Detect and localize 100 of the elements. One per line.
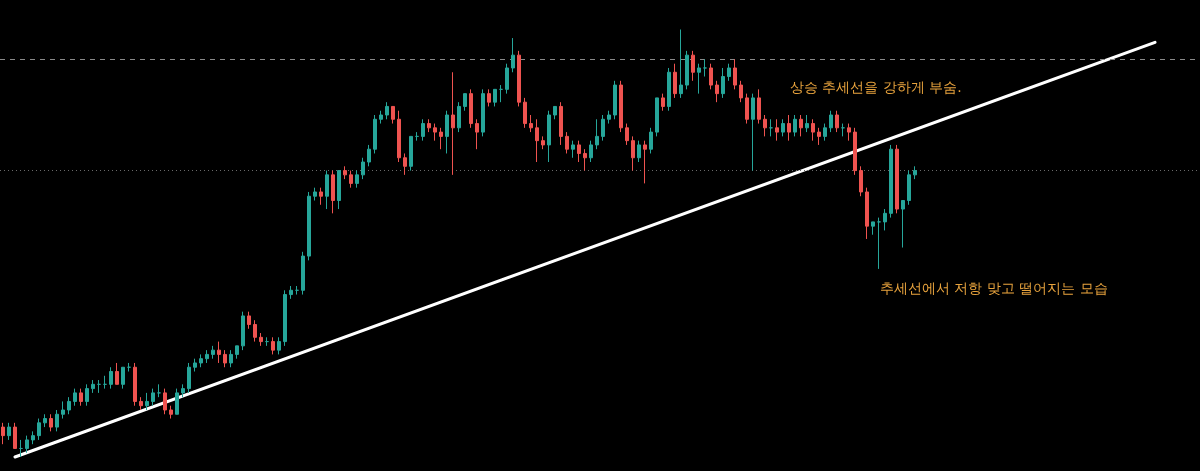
candlestick (439, 127, 443, 150)
candlestick (679, 29, 683, 99)
candlestick (553, 105, 557, 120)
candlestick (547, 110, 551, 163)
candlestick (583, 148, 587, 172)
candlestick (721, 67, 725, 99)
candlestick (847, 123, 851, 142)
candlestick (517, 50, 521, 107)
candlestick (7, 422, 11, 441)
candlestick (625, 123, 629, 146)
candlestick (751, 93, 755, 172)
candlestick (631, 135, 635, 172)
candlestick (49, 413, 53, 432)
candlestick (73, 388, 77, 407)
candlestick (607, 110, 611, 125)
candlestick (913, 165, 917, 180)
candlestick (451, 71, 455, 176)
candlestick (811, 118, 815, 142)
candlestick (223, 349, 227, 368)
candlestick (829, 110, 833, 133)
candlestick (313, 187, 317, 202)
candlestick (889, 144, 893, 219)
candlestick (91, 379, 95, 394)
candlestick (691, 50, 695, 82)
candlestick (31, 430, 35, 445)
candlestick (895, 144, 899, 214)
candlestick (139, 396, 143, 411)
candlestick (229, 349, 233, 368)
candlestick (715, 80, 719, 103)
candlestick (475, 118, 479, 150)
candlestick (181, 383, 185, 398)
candlestick (613, 80, 617, 120)
candlestick (307, 191, 311, 261)
candlestick (817, 127, 821, 146)
candlestick (733, 58, 737, 90)
candlestick (253, 319, 257, 343)
candlestick (577, 140, 581, 163)
candlestick (421, 118, 425, 142)
candlestick (883, 208, 887, 231)
candlestick (901, 200, 905, 249)
candlestick (55, 409, 59, 432)
candlestick (217, 341, 221, 364)
candlestick (907, 170, 911, 206)
candlestick (745, 93, 749, 125)
candlestick (793, 114, 797, 137)
candlestick (97, 379, 101, 394)
candlestick (163, 388, 167, 415)
candlestick (289, 285, 293, 300)
candlestick (241, 311, 245, 351)
candlestick (499, 84, 503, 103)
candlestick (511, 37, 515, 73)
candlestick (805, 114, 809, 133)
candlestick (769, 118, 773, 137)
candlestick (529, 114, 533, 133)
candlestick (757, 88, 761, 125)
candlestick (271, 336, 275, 355)
candlestick (367, 144, 371, 167)
candlestick (193, 358, 197, 373)
annotation: 상승 추세선을 강하게 부숨. (790, 79, 962, 95)
candlestick (301, 251, 305, 296)
candlestick (709, 63, 713, 90)
candlestick (403, 152, 407, 176)
candlestick (643, 140, 647, 184)
candlestick (655, 97, 659, 137)
candlestick (523, 97, 527, 129)
candlestick (853, 127, 857, 176)
candlestick (13, 422, 17, 449)
candlestick (739, 80, 743, 103)
candlestick (697, 63, 701, 95)
candlestick (343, 165, 347, 180)
candlestick (331, 170, 335, 214)
candlestick (85, 383, 89, 407)
annotation: 추세선에서 저항 맞고 떨어지는 모습 (880, 280, 1108, 296)
candlestick (637, 140, 641, 163)
candlestick (871, 221, 875, 236)
candlestick (391, 105, 395, 125)
candlestick (589, 140, 593, 163)
candlestick (799, 114, 803, 137)
candlestick (349, 170, 353, 189)
candlestick (409, 135, 413, 172)
candlestick (355, 170, 359, 189)
candlestick (211, 345, 215, 360)
candlestick (79, 388, 83, 407)
candlestick (373, 114, 377, 154)
candlestick (61, 400, 65, 420)
candlestick (103, 375, 107, 390)
candlestick (661, 93, 665, 112)
candlestick (493, 88, 497, 107)
candlestick (259, 332, 263, 347)
candlestick (685, 50, 689, 90)
candlestick (787, 114, 791, 142)
candlestick (859, 165, 863, 197)
candlestick (667, 67, 671, 112)
candlestick (595, 118, 599, 150)
candlestick (481, 88, 485, 137)
candlestick (397, 110, 401, 163)
candlestick (505, 63, 509, 95)
candlestick (535, 118, 539, 163)
candlestick (487, 88, 491, 107)
candlestick (823, 123, 827, 142)
